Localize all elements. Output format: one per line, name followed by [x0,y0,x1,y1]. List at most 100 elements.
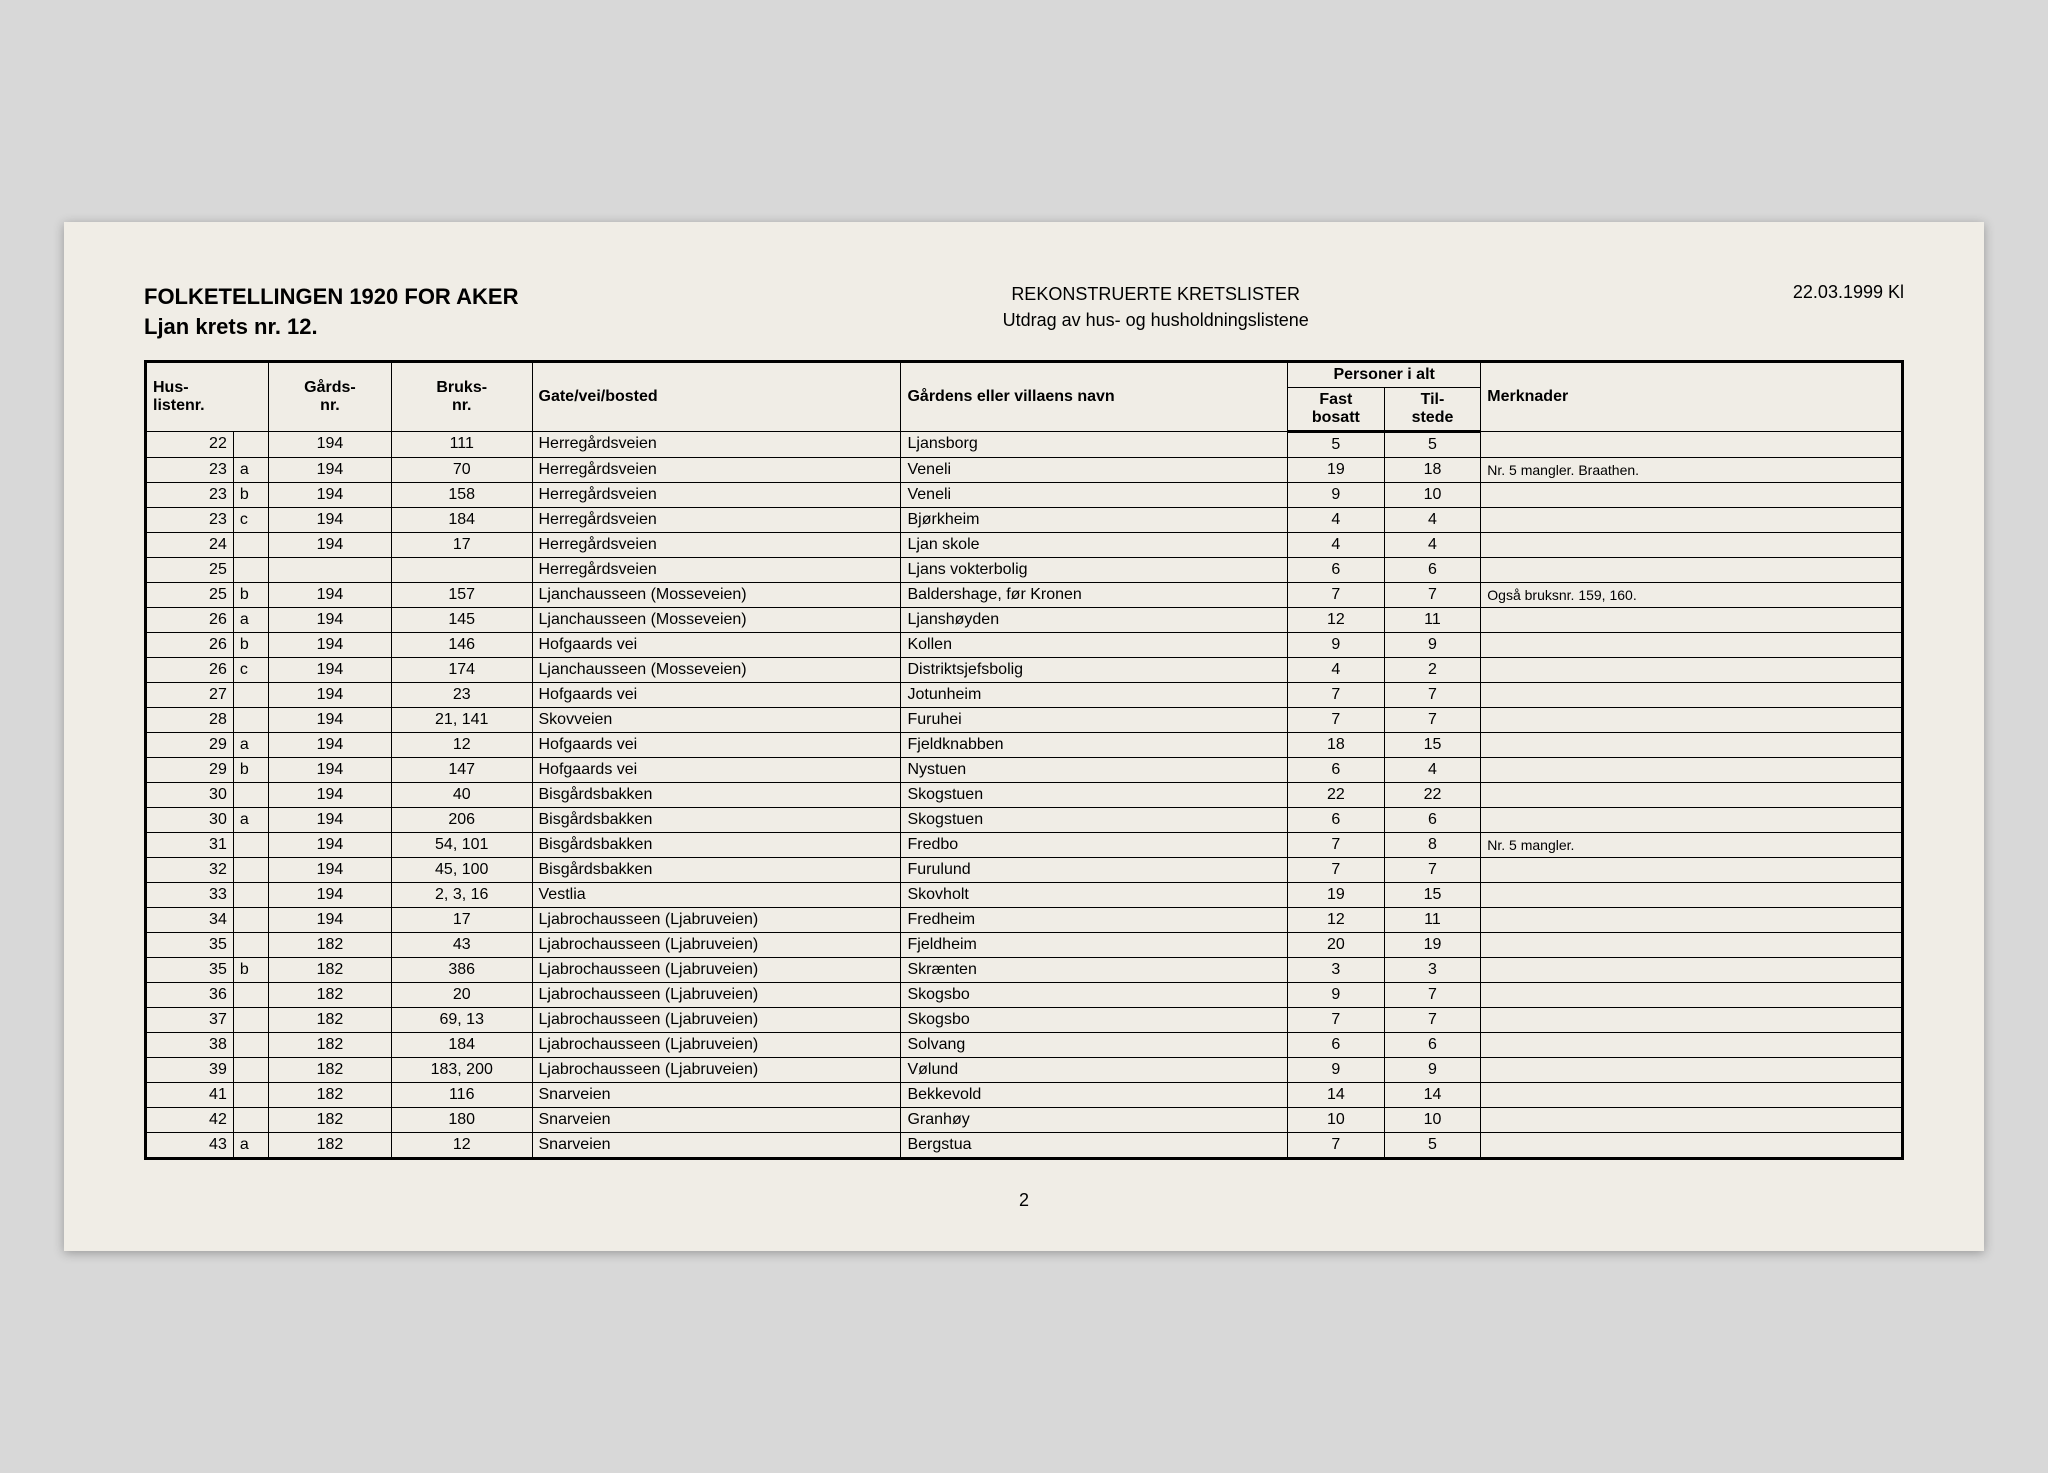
cell-gard: Fjeldknabben [901,732,1288,757]
cell-gard: Distriktsjefsbolig [901,657,1288,682]
table-row: 2719423Hofgaards veiJotunheim77 [146,682,1903,707]
cell-fast: 7 [1288,582,1385,607]
table-row: 2419417HerregårdsveienLjan skole44 [146,532,1903,557]
table-row: 29a19412Hofgaards veiFjeldknabben1815 [146,732,1903,757]
table-row: 25b194157Ljanchausseen (Mosseveien)Balde… [146,582,1903,607]
table-row: 39182183, 200Ljabrochausseen (Ljabruveie… [146,1057,1903,1082]
cell-bruks: 180 [391,1107,532,1132]
cell-til: 4 [1384,757,1481,782]
cell-gate: Herregårdsveien [532,507,901,532]
cell-fast: 7 [1288,1132,1385,1158]
cell-bruks [391,557,532,582]
cell-til: 10 [1384,1107,1481,1132]
col-personer: Personer i alt [1288,361,1481,387]
cell-gate: Hofgaards vei [532,682,901,707]
table-row: 3419417Ljabrochausseen (Ljabruveien)Fred… [146,907,1903,932]
cell-bruks: 116 [391,1082,532,1107]
cell-gard: Veneli [901,482,1288,507]
cell-husnr: 23 [146,482,234,507]
col-gards: Gårds- nr. [268,361,391,431]
cell-husnr: 27 [146,682,234,707]
cell-fast: 3 [1288,957,1385,982]
document-page: FOLKETELLINGEN 1920 FOR AKER Ljan krets … [64,222,1984,1250]
cell-gards: 194 [268,882,391,907]
col-hus-l1: Hus- [153,379,189,396]
cell-bruks: 20 [391,982,532,1007]
cell-til: 15 [1384,732,1481,757]
cell-gate: Bisgårdsbakken [532,807,901,832]
cell-bruks: 40 [391,782,532,807]
cell-gards: 194 [268,632,391,657]
table-row: 38182184Ljabrochausseen (Ljabruveien)Sol… [146,1032,1903,1057]
cell-gate: Hofgaards vei [532,732,901,757]
cell-fast: 12 [1288,907,1385,932]
col-hus: Hus- listenr. [146,361,269,431]
cell-bruks: 184 [391,507,532,532]
cell-fast: 7 [1288,707,1385,732]
cell-husnr: 43 [146,1132,234,1158]
cell-gards: 194 [268,607,391,632]
cell-bruks: 43 [391,932,532,957]
cell-gards: 182 [268,932,391,957]
cell-gate: Ljabrochausseen (Ljabruveien) [532,1007,901,1032]
cell-husnr: 30 [146,807,234,832]
cell-bruks: 2, 3, 16 [391,882,532,907]
cell-suffix [233,832,268,857]
cell-gate: Ljabrochausseen (Ljabruveien) [532,1032,901,1057]
col-bruks-l2: nr. [452,397,472,414]
cell-gate: Herregårdsveien [532,532,901,557]
cell-husnr: 41 [146,1082,234,1107]
cell-fast: 7 [1288,832,1385,857]
cell-gards: 182 [268,1007,391,1032]
cell-gards: 182 [268,1057,391,1082]
cell-gate: Snarveien [532,1082,901,1107]
cell-gard: Granhøy [901,1107,1288,1132]
cell-husnr: 26 [146,657,234,682]
cell-gard: Solvang [901,1032,1288,1057]
cell-til: 7 [1384,707,1481,732]
cell-fast: 14 [1288,1082,1385,1107]
cell-gards: 182 [268,1032,391,1057]
cell-gate: Ljanchausseen (Mosseveien) [532,607,901,632]
cell-bruks: 158 [391,482,532,507]
cell-suffix [233,1107,268,1132]
cell-bruks: 12 [391,1132,532,1158]
cell-gards: 194 [268,682,391,707]
cell-til: 9 [1384,632,1481,657]
col-merk: Merknader [1481,361,1903,431]
table-row: 3119454, 101BisgårdsbakkenFredbo78Nr. 5 … [146,832,1903,857]
table-row: 26c194174Ljanchausseen (Mosseveien)Distr… [146,657,1903,682]
cell-fast: 9 [1288,982,1385,1007]
cell-merk [1481,532,1903,557]
cell-husnr: 35 [146,957,234,982]
cell-fast: 6 [1288,757,1385,782]
cell-gate: Ljabrochausseen (Ljabruveien) [532,982,901,1007]
cell-gate: Ljabrochausseen (Ljabruveien) [532,932,901,957]
cell-gards: 194 [268,832,391,857]
cell-husnr: 34 [146,907,234,932]
cell-fast: 9 [1288,482,1385,507]
cell-merk [1481,957,1903,982]
cell-gards: 194 [268,532,391,557]
doc-title: FOLKETELLINGEN 1920 FOR AKER [144,282,518,312]
cell-gards: 194 [268,707,391,732]
cell-til: 4 [1384,507,1481,532]
cell-gard: Baldershage, før Kronen [901,582,1288,607]
cell-merk [1481,607,1903,632]
cell-suffix [233,431,268,457]
cell-merk [1481,1107,1903,1132]
cell-gards: 182 [268,982,391,1007]
cell-fast: 6 [1288,557,1385,582]
table-row: 23a19470HerregårdsveienVeneli1918Nr. 5 m… [146,457,1903,482]
cell-til: 7 [1384,682,1481,707]
cell-suffix: a [233,607,268,632]
cell-gate: Ljanchausseen (Mosseveien) [532,657,901,682]
cell-gate: Herregårdsveien [532,457,901,482]
cell-merk [1481,557,1903,582]
cell-gard: Fjeldheim [901,932,1288,957]
cell-gard: Furuhei [901,707,1288,732]
cell-gards: 182 [268,1107,391,1132]
cell-husnr: 29 [146,757,234,782]
cell-til: 6 [1384,557,1481,582]
cell-til: 7 [1384,1007,1481,1032]
